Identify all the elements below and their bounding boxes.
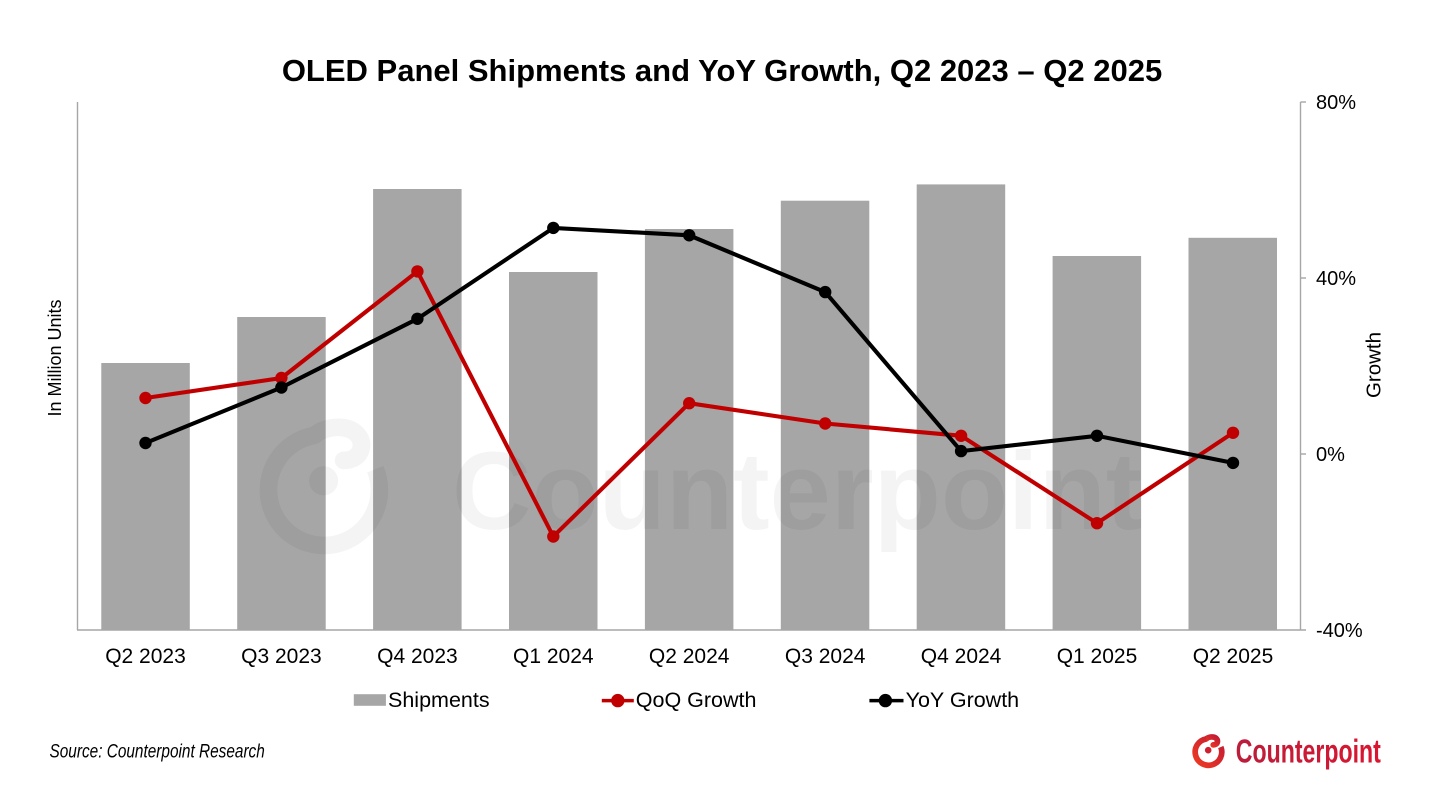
svg-text:Q3 2023: Q3 2023 (241, 645, 322, 668)
svg-text:-40%: -40% (1316, 620, 1363, 642)
svg-text:80%: 80% (1316, 92, 1356, 114)
svg-text:Q4 2023: Q4 2023 (377, 645, 458, 668)
svg-text:Counterpoint: Counterpoint (1236, 732, 1381, 769)
svg-text:Source: Counterpoint Research: Source: Counterpoint Research (50, 742, 265, 763)
svg-text:Q4 2024: Q4 2024 (921, 645, 1002, 668)
svg-text:Counterpoint: Counterpoint (452, 430, 1142, 553)
svg-text:Q2 2023: Q2 2023 (105, 645, 186, 668)
svg-text:0%: 0% (1316, 444, 1345, 466)
svg-text:Q2 2024: Q2 2024 (649, 645, 730, 668)
svg-text:40%: 40% (1316, 268, 1356, 290)
svg-text:Growth: Growth (1363, 332, 1386, 398)
svg-text:In Million Units: In Million Units (45, 299, 65, 416)
svg-text:Q2 2025: Q2 2025 (1193, 645, 1274, 668)
svg-text:OLED Panel Shipments and YoY G: OLED Panel Shipments and YoY Growth, Q2 … (282, 53, 1162, 88)
svg-text:Q1 2025: Q1 2025 (1057, 645, 1138, 668)
svg-text:Q1 2024: Q1 2024 (513, 645, 594, 668)
svg-text:YoY Growth: YoY Growth (906, 688, 1020, 712)
svg-text:Shipments: Shipments (388, 688, 490, 712)
svg-text:Q3 2024: Q3 2024 (785, 645, 866, 668)
svg-text:QoQ Growth: QoQ Growth (636, 688, 757, 712)
